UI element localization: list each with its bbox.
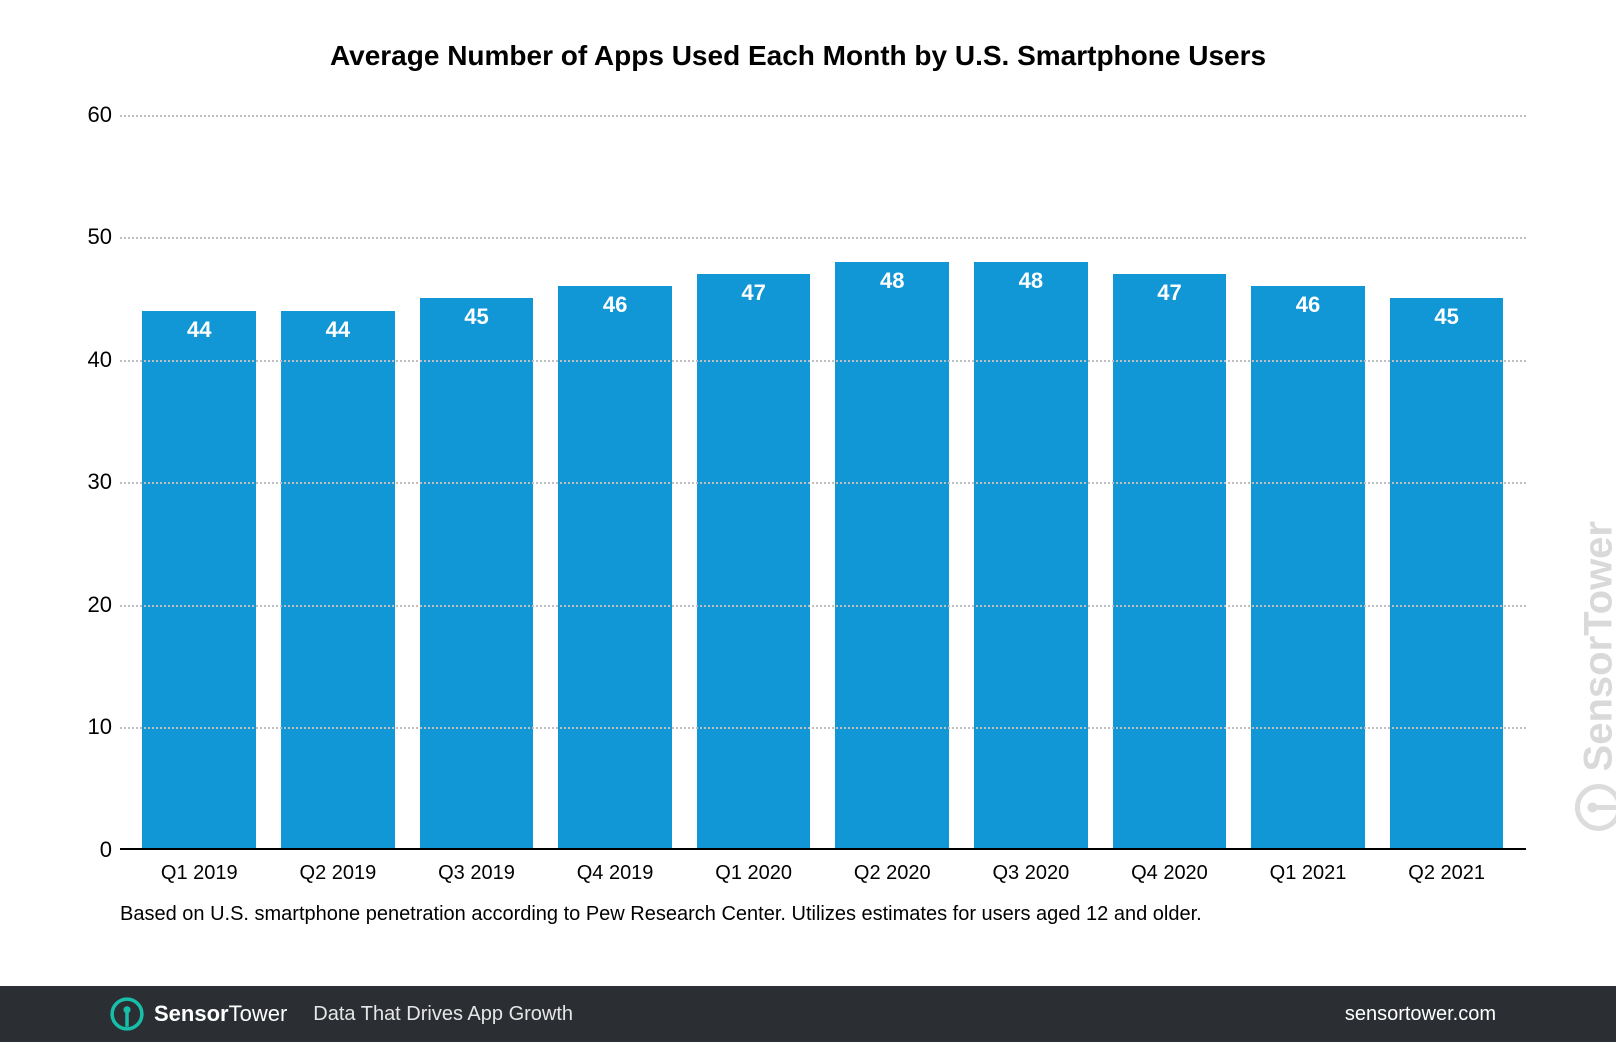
chart-footnote: Based on U.S. smartphone penetration acc… — [120, 903, 1536, 926]
footer-url: sensortower.com — [1345, 1003, 1496, 1026]
x-tick-label: Q1 2019 — [130, 862, 269, 885]
bar: 44 — [281, 311, 395, 850]
x-tick-label: Q4 2020 — [1100, 862, 1239, 885]
y-tick-label: 0 — [72, 837, 112, 863]
y-tick-label: 50 — [72, 224, 112, 250]
y-tick-label: 10 — [72, 714, 112, 740]
bar-value-label: 46 — [1251, 292, 1365, 318]
y-tick-label: 60 — [72, 102, 112, 128]
y-tick-label: 40 — [72, 347, 112, 373]
bar-value-label: 44 — [281, 317, 395, 343]
bar-slot: 44 — [269, 90, 408, 850]
x-tick-label: Q1 2020 — [684, 862, 823, 885]
bar: 45 — [420, 298, 534, 850]
watermark-text: SensorTower — [1576, 521, 1616, 771]
footer-brand-bold: Sensor — [154, 1001, 229, 1026]
bar-slot: 45 — [407, 90, 546, 850]
y-tick-label: 30 — [72, 469, 112, 495]
bar: 48 — [835, 262, 949, 850]
bar-value-label: 47 — [1113, 280, 1227, 306]
x-axis-line — [120, 848, 1526, 850]
bars-group: 44 44 45 46 47 48 48 47 46 45 — [120, 90, 1526, 850]
bar-value-label: 46 — [558, 292, 672, 318]
bar-value-label: 48 — [974, 268, 1088, 294]
chart-container: Average Number of Apps Used Each Month b… — [60, 40, 1536, 912]
bar-value-label: 44 — [142, 317, 256, 343]
bar-value-label: 47 — [697, 280, 811, 306]
footer-brand-light: Tower — [229, 1001, 288, 1026]
sensortower-icon — [110, 997, 144, 1031]
x-tick-label: Q1 2021 — [1239, 862, 1378, 885]
gridline — [120, 482, 1526, 484]
x-tick-label: Q2 2021 — [1377, 862, 1516, 885]
bar-slot: 45 — [1377, 90, 1516, 850]
bar: 48 — [974, 262, 1088, 850]
gridline — [120, 360, 1526, 362]
sensortower-icon — [1574, 783, 1616, 831]
bar-value-label: 45 — [1390, 304, 1504, 330]
bar-slot: 46 — [546, 90, 685, 850]
gridline — [120, 727, 1526, 729]
x-tick-label: Q3 2019 — [407, 862, 546, 885]
bar-slot: 47 — [684, 90, 823, 850]
gridline — [120, 115, 1526, 117]
chart-plot-area: 44444546474848474645 0102030405060 — [120, 90, 1526, 850]
x-tick-label: Q3 2020 — [962, 862, 1101, 885]
x-axis-labels: Q1 2019Q2 2019Q3 2019Q4 2019Q1 2020Q2 20… — [120, 862, 1526, 885]
gridline — [120, 237, 1526, 239]
bar-slot: 48 — [962, 90, 1101, 850]
bar-slot: 44 — [130, 90, 269, 850]
bar: 44 — [142, 311, 256, 850]
bar: 46 — [558, 286, 672, 850]
x-tick-label: Q4 2019 — [546, 862, 685, 885]
bar-slot: 46 — [1239, 90, 1378, 850]
chart-title: Average Number of Apps Used Each Month b… — [60, 40, 1536, 72]
footer-bar: SensorTower Data That Drives App Growth … — [0, 986, 1616, 1042]
watermark: SensorTower — [1574, 521, 1616, 831]
bar: 45 — [1390, 298, 1504, 850]
footer-tagline: Data That Drives App Growth — [313, 1003, 573, 1026]
bar-slot: 48 — [823, 90, 962, 850]
footer-brand: SensorTower — [110, 997, 287, 1031]
bar-slot: 47 — [1100, 90, 1239, 850]
bar: 46 — [1251, 286, 1365, 850]
bar-value-label: 45 — [420, 304, 534, 330]
bar-value-label: 48 — [835, 268, 949, 294]
x-tick-label: Q2 2020 — [823, 862, 962, 885]
footer-brand-name: SensorTower — [154, 1001, 287, 1027]
x-tick-label: Q2 2019 — [269, 862, 408, 885]
y-tick-label: 20 — [72, 592, 112, 618]
gridline — [120, 605, 1526, 607]
